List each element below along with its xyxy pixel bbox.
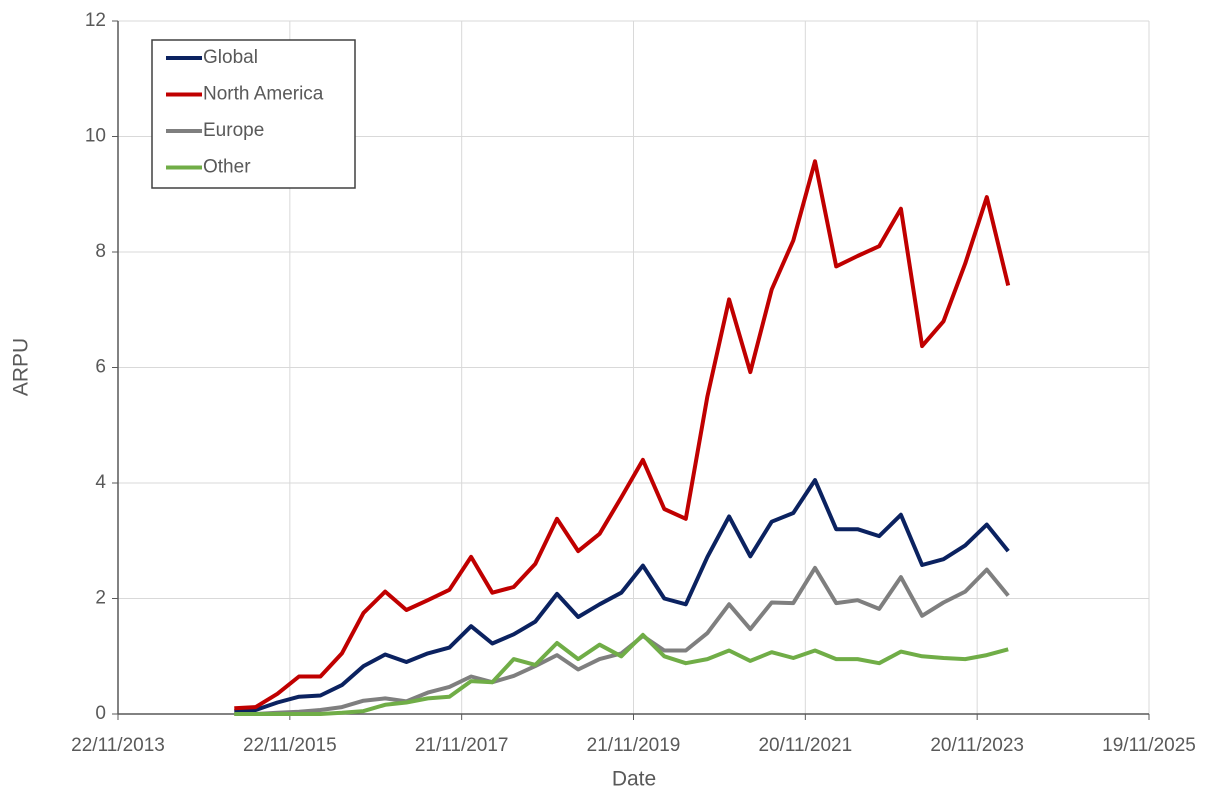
y-tick-label: 0 bbox=[95, 703, 106, 724]
x-tick-label: 19/11/2025 bbox=[1102, 735, 1196, 756]
y-tick-label: 8 bbox=[95, 241, 106, 262]
x-tick-label: 22/11/2015 bbox=[243, 735, 337, 756]
x-tick-label: 21/11/2017 bbox=[415, 735, 509, 756]
y-tick-label: 2 bbox=[95, 588, 106, 609]
x-tick-label: 20/11/2021 bbox=[758, 735, 852, 756]
legend-box bbox=[151, 39, 356, 189]
y-tick-label: 12 bbox=[85, 10, 106, 31]
x-tick-label: 20/11/2023 bbox=[930, 735, 1024, 756]
series-line bbox=[234, 159, 1011, 711]
y-tick-label: 4 bbox=[95, 472, 106, 493]
series-line bbox=[234, 632, 1009, 716]
y-axis-label: ARPU bbox=[10, 338, 33, 396]
y-tick-label: 6 bbox=[95, 357, 106, 378]
x-tick-label: 22/11/2013 bbox=[71, 735, 165, 756]
y-tick-label: 10 bbox=[85, 126, 106, 147]
series-line bbox=[234, 565, 1010, 716]
legend-label: Global bbox=[203, 47, 258, 68]
legend-label: Other bbox=[203, 157, 251, 178]
series-line bbox=[234, 478, 1010, 714]
legend-label: North America bbox=[203, 84, 324, 105]
legend-label: Europe bbox=[203, 120, 264, 141]
x-tick-label: 21/11/2019 bbox=[587, 735, 681, 756]
x-axis-label: Date bbox=[612, 768, 656, 791]
